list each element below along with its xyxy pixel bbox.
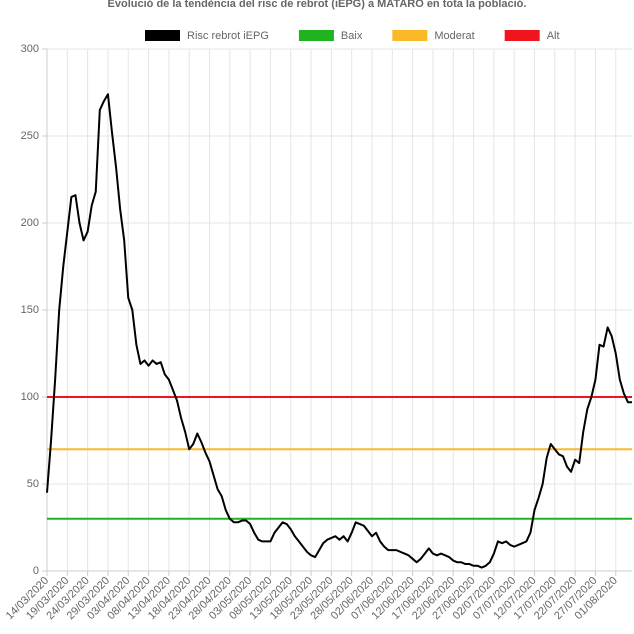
chart-title: Evolució de la tendència del risc de reb… [108,0,527,10]
legend-label: Baix [341,30,363,42]
y-tick-label: 300 [21,43,39,55]
legend-label: Alt [547,30,560,42]
legend-swatch [298,30,334,41]
y-tick-label: 150 [21,304,39,316]
legend-swatch [392,30,428,41]
y-tick-label: 250 [21,130,39,142]
y-tick-label: 200 [21,217,39,229]
y-tick-label: 0 [33,565,39,577]
legend-label: Moderat [434,30,474,42]
y-tick-label: 50 [27,478,39,490]
series-line [46,93,632,569]
legend-swatch [504,30,540,41]
legend-label: Risc rebrot iEPG [187,30,269,42]
legend-swatch [145,30,180,41]
y-tick-label: 100 [21,391,39,403]
